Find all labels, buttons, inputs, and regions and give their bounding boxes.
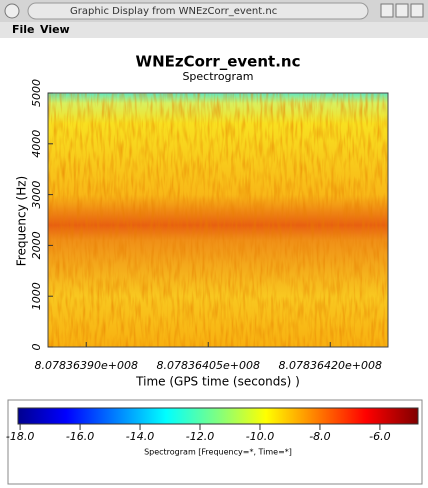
window-title: Graphic Display from WNEzCorr_event.nc [70,6,277,17]
y-tick-label: 1000 [30,282,43,310]
y-tick-label: 2000 [30,231,43,259]
y-tick-label: 4000 [30,130,43,158]
colorbar [17,407,419,425]
x-tick-label: 8.07836420e+008 [279,359,382,372]
colorbar-tick-label: -6.0 [369,430,390,443]
x-tick-label: 8.07836390e+008 [34,359,137,372]
y-axis-label: Frequency (Hz) [15,176,29,267]
menu-item[interactable]: File [12,23,35,36]
colorbar-tick-label: -16.0 [66,430,94,443]
colorbar-tick-label: -18.0 [6,430,34,443]
maximize-button[interactable] [395,3,409,18]
colorbar-tick-label: -8.0 [309,430,330,443]
y-tick-label: 0 [30,344,43,351]
chart-subtitle: Spectrogram [182,70,253,83]
title-pill [27,2,369,20]
colorbar-tick-label: -14.0 [126,430,154,443]
colorbar-tick-label: -12.0 [186,430,214,443]
y-tick-label: 3000 [30,181,43,209]
colorbar-label: Spectrogram [Frequency=*, Time=*] [144,448,292,457]
window-menu-button[interactable] [4,3,20,19]
chart-title: WNEzCorr_event.nc [136,53,301,71]
menu-bar [0,22,428,38]
close-button[interactable] [410,3,424,18]
spectrogram-texture [48,93,388,347]
minimize-button[interactable] [380,3,394,18]
x-tick-label: 8.07836405e+008 [157,359,260,372]
plot-frame [47,92,389,348]
y-tick-label: 5000 [30,79,43,107]
x-axis-label: Time (GPS time (seconds) ) [135,375,300,389]
colorbar-tick-label: -10.0 [246,430,274,443]
menu-item[interactable]: View [40,23,70,36]
